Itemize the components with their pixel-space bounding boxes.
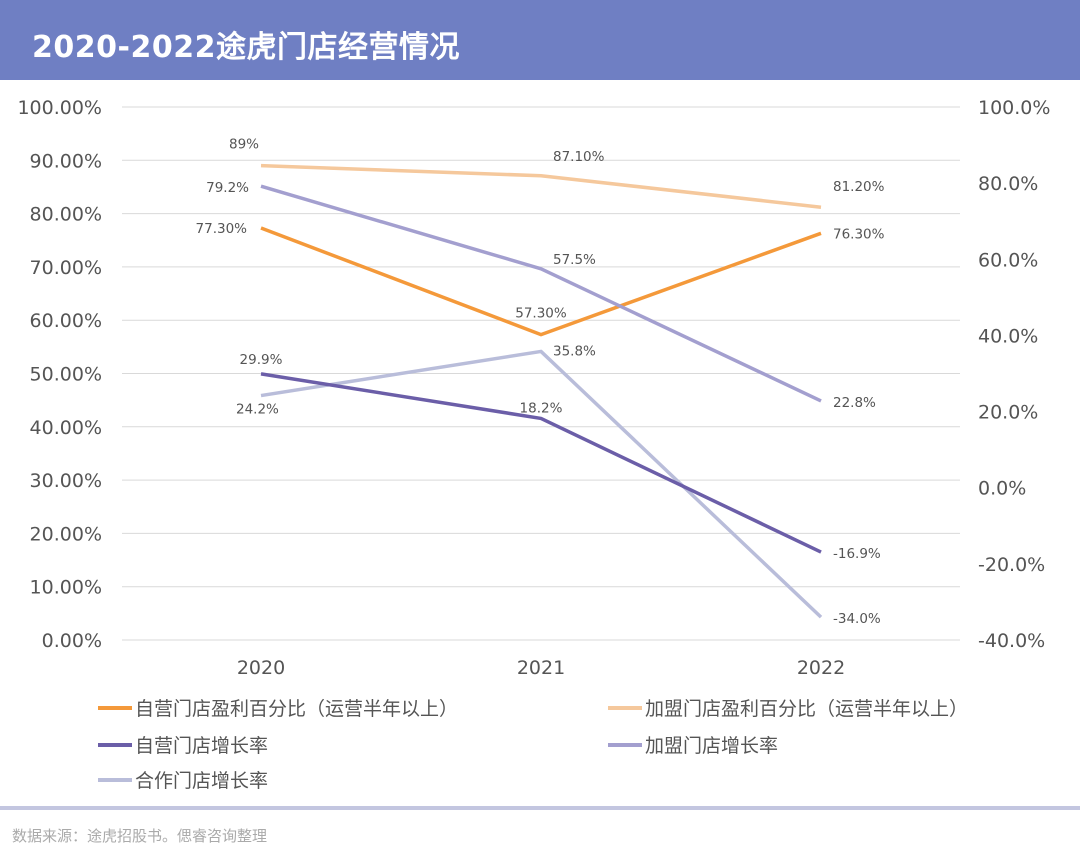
data-label: 76.30% [833, 226, 885, 242]
data-label: 79.2% [206, 180, 249, 196]
left-axis-tick-label: 60.00% [30, 310, 102, 332]
x-axis-tick-label: 2022 [797, 657, 845, 679]
data-label: 81.20% [833, 179, 885, 195]
page-title: 2020-2022途虎门店经营情况 [32, 30, 460, 65]
x-axis-tick-label: 2021 [517, 657, 565, 679]
right-axis-tick-label: 40.0% [978, 325, 1038, 347]
right-axis-tick-label: 60.0% [978, 249, 1038, 271]
right-axis-tick-label: 80.0% [978, 173, 1038, 195]
data-label: 57.5% [553, 252, 596, 268]
data-label: -34.0% [833, 611, 881, 627]
data-label: 22.8% [833, 395, 876, 411]
left-axis-tick-label: 80.00% [30, 204, 102, 226]
left-axis-tick-label: 40.00% [30, 417, 102, 439]
legend-label: 加盟门店增长率 [645, 735, 778, 757]
data-label: -16.9% [833, 546, 881, 562]
header-band: 2020-2022途虎门店经营情况 [0, 0, 1080, 80]
left-axis-tick-label: 10.00% [30, 577, 102, 599]
series-line [260, 163, 822, 209]
left-axis-tick-label: 0.00% [42, 630, 102, 652]
left-axis-tick-label: 90.00% [30, 150, 102, 172]
series-line [260, 349, 823, 619]
right-axis-tick-label: -20.0% [978, 554, 1045, 576]
right-axis-tick-label: 0.0% [978, 478, 1026, 500]
data-label: 89% [229, 137, 259, 153]
legend-label: 合作门店增长率 [135, 770, 268, 792]
data-label: 35.8% [553, 343, 596, 359]
legend-label: 自营门店盈利百分比（运营半年以上） [135, 698, 458, 720]
left-axis-tick-label: 70.00% [30, 257, 102, 279]
legend-label: 加盟门店盈利百分比（运营半年以上） [645, 698, 968, 720]
data-label: 29.9% [240, 352, 283, 368]
right-axis-tick-label: -40.0% [978, 630, 1045, 652]
data-label: 87.10% [553, 149, 605, 165]
data-label: 24.2% [236, 402, 279, 418]
right-axis-tick-label: 100.0% [978, 97, 1050, 119]
left-axis-tick-label: 50.00% [30, 364, 102, 386]
footer-divider [0, 806, 1080, 810]
x-axis-tick-label: 2020 [237, 657, 285, 679]
left-axis-tick-label: 100.00% [17, 97, 102, 119]
legend-label: 自营门店增长率 [135, 735, 268, 757]
series-line [260, 372, 822, 554]
left-axis-tick-label: 30.00% [30, 470, 102, 492]
series-line [260, 226, 822, 337]
data-label: 77.30% [196, 221, 248, 237]
data-label: 57.30% [515, 306, 567, 322]
left-axis-tick-label: 20.00% [30, 523, 102, 545]
source-note: 数据来源：途虎招股书。偲睿咨询整理 [12, 827, 268, 845]
right-axis-tick-label: 20.0% [978, 402, 1038, 424]
series-line [260, 184, 822, 403]
data-label: 18.2% [520, 400, 563, 416]
